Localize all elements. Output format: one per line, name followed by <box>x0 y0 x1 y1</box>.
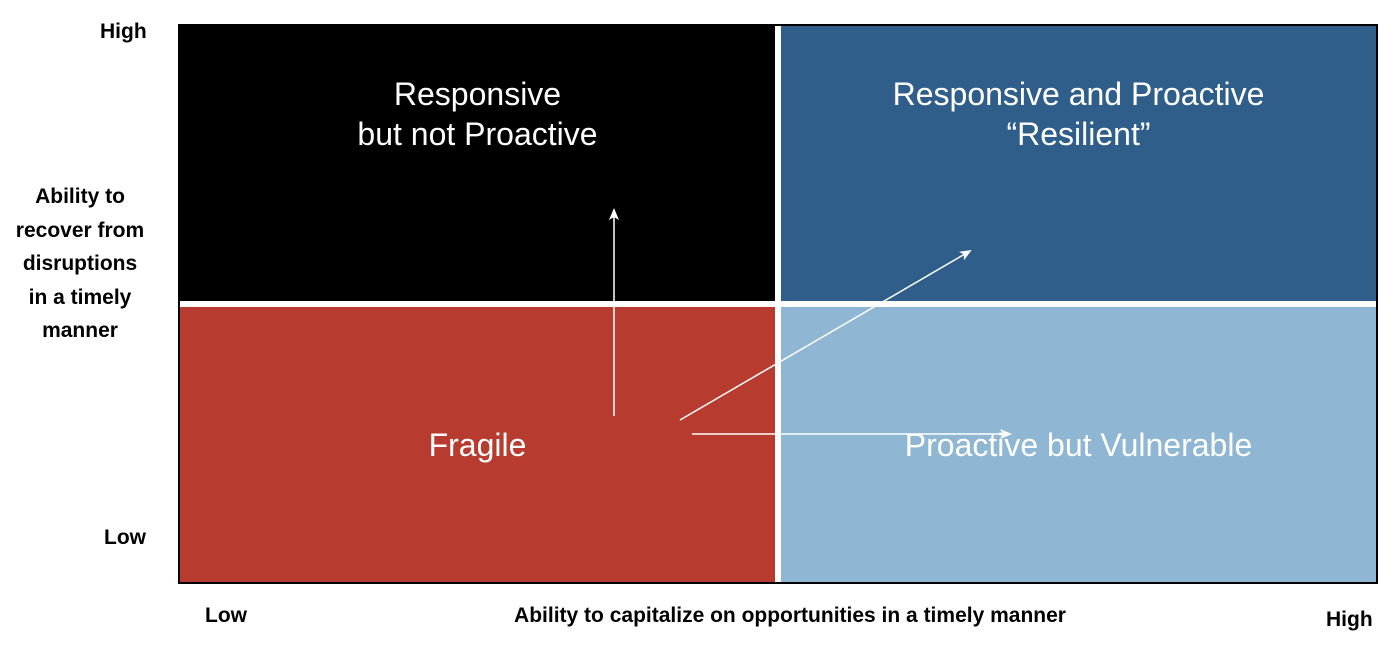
x-axis-low-label: Low <box>205 604 247 628</box>
y-axis-title-line: in a timely <box>29 286 132 309</box>
quadrant-label: Fragile <box>429 425 527 465</box>
quadrant-label-line: but not Proactive <box>357 116 597 152</box>
quadrant-top-left: Responsive but not Proactive <box>180 26 775 301</box>
y-axis-title-line: recover from <box>16 219 144 242</box>
quadrant-label: Proactive but Vulnerable <box>905 425 1252 465</box>
quadrant-bottom-right: Proactive but Vulnerable <box>781 307 1376 582</box>
quadrant-label-line: Responsive <box>394 76 561 112</box>
quadrant-bottom-left: Fragile <box>180 307 775 582</box>
quadrant-top-right: Responsive and Proactive “Resilient” <box>781 26 1376 301</box>
y-axis-title-line: Ability to <box>35 185 125 208</box>
y-axis-title: Ability to recover from disruptions in a… <box>0 180 160 348</box>
y-axis-low-label: Low <box>104 526 146 550</box>
x-axis-high-label: High <box>1326 608 1373 632</box>
quadrant-label-line: “Resilient” <box>1006 116 1150 152</box>
x-axis-title: Ability to capitalize on opportunities i… <box>440 604 1140 628</box>
two-by-two-matrix: Responsive but not Proactive Responsive … <box>178 24 1378 584</box>
matrix-diagram-container: High Ability to recover from disruptions… <box>0 0 1400 661</box>
quadrant-label-line: Responsive and Proactive <box>893 76 1265 112</box>
y-axis-title-line: manner <box>42 319 118 342</box>
y-axis-high-label: High <box>100 20 147 44</box>
y-axis-title-line: disruptions <box>23 252 137 275</box>
